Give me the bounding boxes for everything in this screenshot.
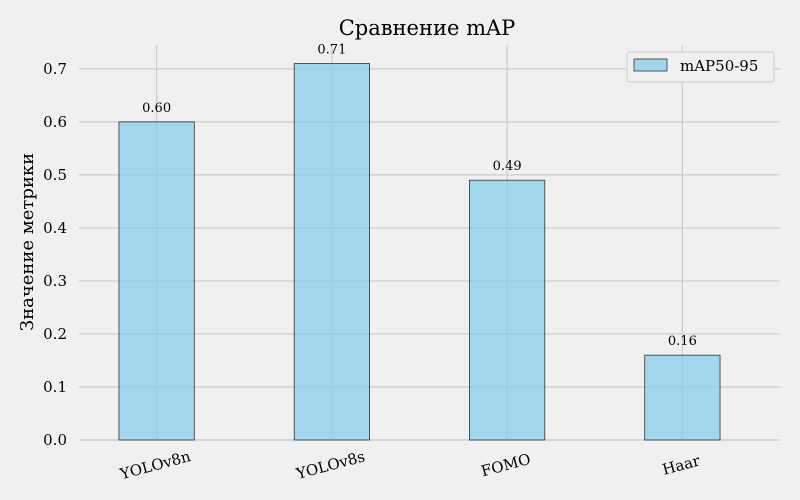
x-tick-label-YOLOv8s: YOLOv8s — [293, 447, 366, 483]
x-tick-label-FOMO: FOMO — [479, 450, 532, 480]
legend: mAP50-95 — [626, 51, 775, 83]
data-label-YOLOv8s: 0.71 — [317, 43, 346, 58]
y-tick-label: 0.0 — [43, 431, 67, 449]
chart-title: Сравнение mAP — [339, 16, 516, 40]
y-axis-label: Значение метрики — [17, 153, 38, 331]
y-tick-label: 0.4 — [43, 219, 67, 237]
legend-swatch-mAP50-95 — [633, 58, 668, 72]
data-label-Haar: 0.16 — [668, 334, 697, 349]
x-tick-label-Haar: Haar — [660, 451, 702, 478]
x-tick-label-YOLOv8n: YOLOv8n — [117, 447, 193, 483]
y-tick-label: 0.5 — [43, 166, 67, 184]
bars — [118, 63, 721, 441]
y-axis-ticks: 0.0 0.1 0.2 0.3 0.4 0.5 0.6 0.7 — [43, 60, 67, 449]
y-tick-label: 0.7 — [43, 60, 67, 78]
data-label-YOLOv8n: 0.60 — [142, 101, 171, 116]
grid — [79, 45, 780, 441]
y-tick-label: 0.6 — [43, 113, 67, 131]
bar-Haar — [644, 354, 721, 441]
y-tick-label: 0.1 — [43, 378, 67, 396]
bar-YOLOv8s — [293, 63, 370, 441]
data-labels: 0.60 0.71 0.49 0.16 — [142, 43, 697, 350]
bar-YOLOv8n — [118, 121, 195, 441]
legend-label: mAP50-95 — [680, 57, 758, 75]
bar-FOMO — [469, 179, 546, 441]
y-tick-label: 0.3 — [43, 272, 67, 290]
x-axis-ticks: YOLOv8n YOLOv8s FOMO Haar — [117, 447, 702, 483]
data-label-FOMO: 0.49 — [493, 159, 522, 174]
y-tick-label: 0.2 — [43, 325, 67, 343]
